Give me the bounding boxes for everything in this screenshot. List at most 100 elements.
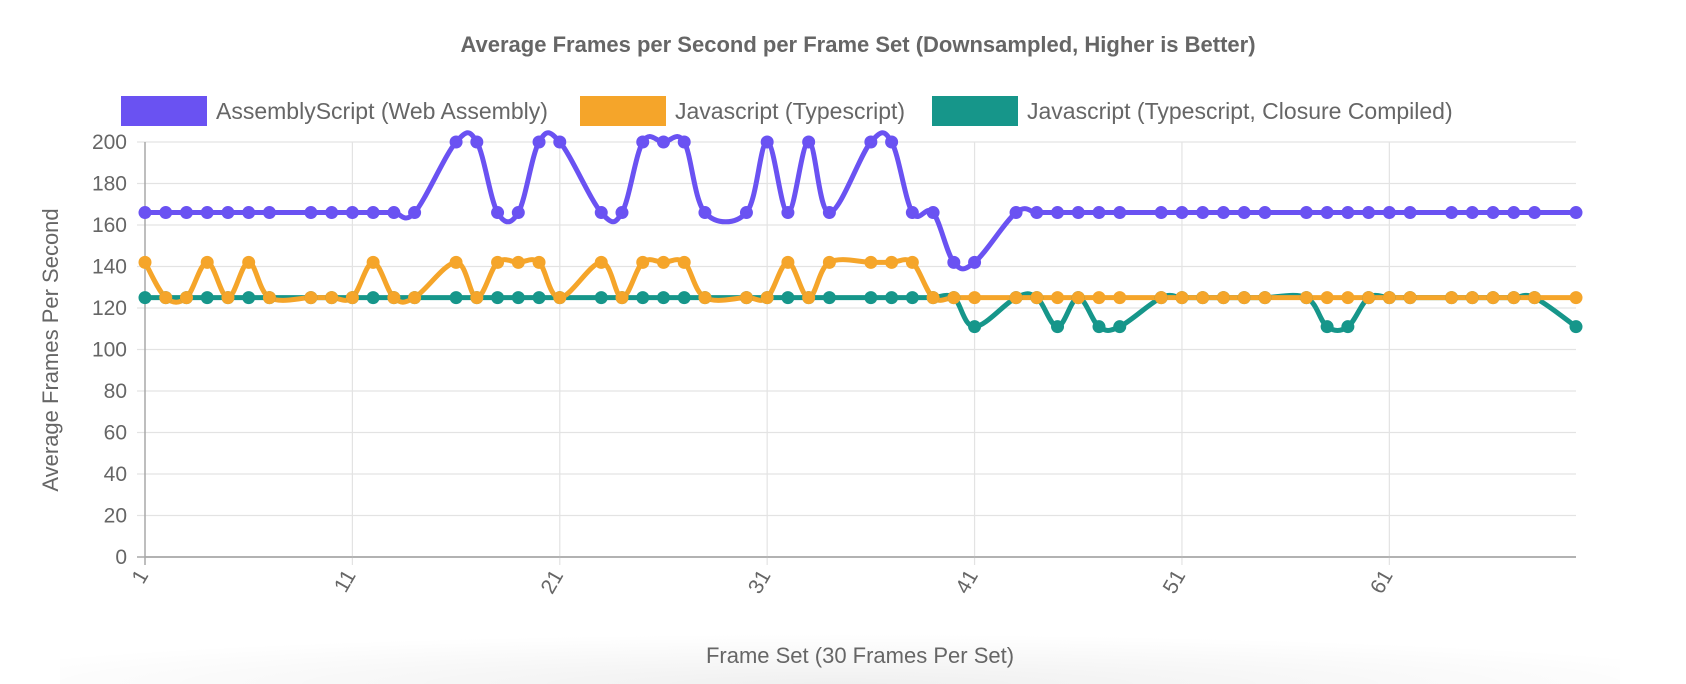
legend-item[interactable]: Javascript (Typescript) [580, 96, 905, 126]
data-point[interactable] [1071, 206, 1085, 220]
data-point[interactable] [366, 291, 380, 305]
data-point[interactable] [345, 206, 359, 220]
legend-item[interactable]: AssemblyScript (Web Assembly) [121, 96, 548, 126]
data-point[interactable] [1092, 206, 1106, 220]
data-point[interactable] [1362, 206, 1376, 220]
data-point[interactable] [1113, 206, 1127, 220]
data-point[interactable] [179, 291, 193, 305]
data-point[interactable] [1569, 291, 1583, 305]
data-point[interactable] [1154, 291, 1168, 305]
data-point[interactable] [698, 291, 712, 305]
data-point[interactable] [1320, 291, 1334, 305]
data-point[interactable] [760, 291, 774, 305]
data-point[interactable] [242, 255, 256, 269]
data-point[interactable] [947, 255, 961, 269]
data-point[interactable] [200, 255, 214, 269]
data-point[interactable] [1237, 206, 1251, 220]
data-point[interactable] [781, 206, 795, 220]
data-point[interactable] [408, 291, 422, 305]
data-point[interactable] [1009, 206, 1023, 220]
data-point[interactable] [1051, 320, 1065, 334]
data-point[interactable] [1528, 206, 1542, 220]
data-point[interactable] [656, 135, 670, 149]
data-point[interactable] [449, 135, 463, 149]
data-point[interactable] [739, 206, 753, 220]
data-point[interactable] [1030, 291, 1044, 305]
data-point[interactable] [760, 135, 774, 149]
data-point[interactable] [491, 206, 505, 220]
data-point[interactable] [138, 255, 152, 269]
data-point[interactable] [636, 255, 650, 269]
data-point[interactable] [905, 255, 919, 269]
data-point[interactable] [1299, 291, 1313, 305]
data-point[interactable] [1051, 206, 1065, 220]
data-point[interactable] [1465, 206, 1479, 220]
data-point[interactable] [1341, 206, 1355, 220]
data-point[interactable] [449, 291, 463, 305]
data-point[interactable] [656, 255, 670, 269]
data-point[interactable] [677, 291, 691, 305]
data-point[interactable] [366, 206, 380, 220]
data-point[interactable] [345, 291, 359, 305]
data-point[interactable] [905, 291, 919, 305]
data-point[interactable] [781, 291, 795, 305]
data-point[interactable] [1445, 291, 1459, 305]
data-point[interactable] [159, 291, 173, 305]
data-point[interactable] [491, 255, 505, 269]
data-point[interactable] [822, 206, 836, 220]
data-point[interactable] [677, 255, 691, 269]
data-point[interactable] [1071, 291, 1085, 305]
data-point[interactable] [387, 206, 401, 220]
data-point[interactable] [968, 255, 982, 269]
data-point[interactable] [200, 206, 214, 220]
data-point[interactable] [636, 291, 650, 305]
data-point[interactable] [325, 291, 339, 305]
data-point[interactable] [1465, 291, 1479, 305]
data-point[interactable] [947, 291, 961, 305]
data-point[interactable] [594, 206, 608, 220]
data-point[interactable] [1486, 206, 1500, 220]
data-point[interactable] [1113, 320, 1127, 334]
data-point[interactable] [656, 291, 670, 305]
data-point[interactable] [885, 135, 899, 149]
data-point[interactable] [1507, 291, 1521, 305]
data-point[interactable] [1175, 291, 1189, 305]
data-point[interactable] [553, 291, 567, 305]
data-point[interactable] [159, 206, 173, 220]
data-point[interactable] [885, 291, 899, 305]
data-point[interactable] [1320, 320, 1334, 334]
data-point[interactable] [1216, 206, 1230, 220]
data-point[interactable] [1258, 291, 1272, 305]
data-point[interactable] [242, 206, 256, 220]
data-point[interactable] [387, 291, 401, 305]
data-point[interactable] [802, 135, 816, 149]
data-point[interactable] [1113, 291, 1127, 305]
data-point[interactable] [1092, 291, 1106, 305]
data-point[interactable] [511, 291, 525, 305]
data-point[interactable] [470, 135, 484, 149]
data-point[interactable] [1009, 291, 1023, 305]
data-point[interactable] [221, 206, 235, 220]
data-point[interactable] [262, 291, 276, 305]
data-point[interactable] [553, 135, 567, 149]
data-point[interactable] [885, 255, 899, 269]
data-point[interactable] [1507, 206, 1521, 220]
data-point[interactable] [1258, 206, 1272, 220]
data-point[interactable] [905, 206, 919, 220]
data-point[interactable] [1382, 206, 1396, 220]
data-point[interactable] [594, 255, 608, 269]
data-point[interactable] [511, 206, 525, 220]
data-point[interactable] [864, 255, 878, 269]
data-point[interactable] [1051, 291, 1065, 305]
data-point[interactable] [325, 206, 339, 220]
data-point[interactable] [1299, 206, 1313, 220]
data-point[interactable] [1154, 206, 1168, 220]
data-point[interactable] [1196, 206, 1210, 220]
data-point[interactable] [636, 135, 650, 149]
data-point[interactable] [739, 291, 753, 305]
data-point[interactable] [138, 206, 152, 220]
data-point[interactable] [491, 291, 505, 305]
data-point[interactable] [1196, 291, 1210, 305]
data-point[interactable] [262, 206, 276, 220]
data-point[interactable] [1320, 206, 1334, 220]
